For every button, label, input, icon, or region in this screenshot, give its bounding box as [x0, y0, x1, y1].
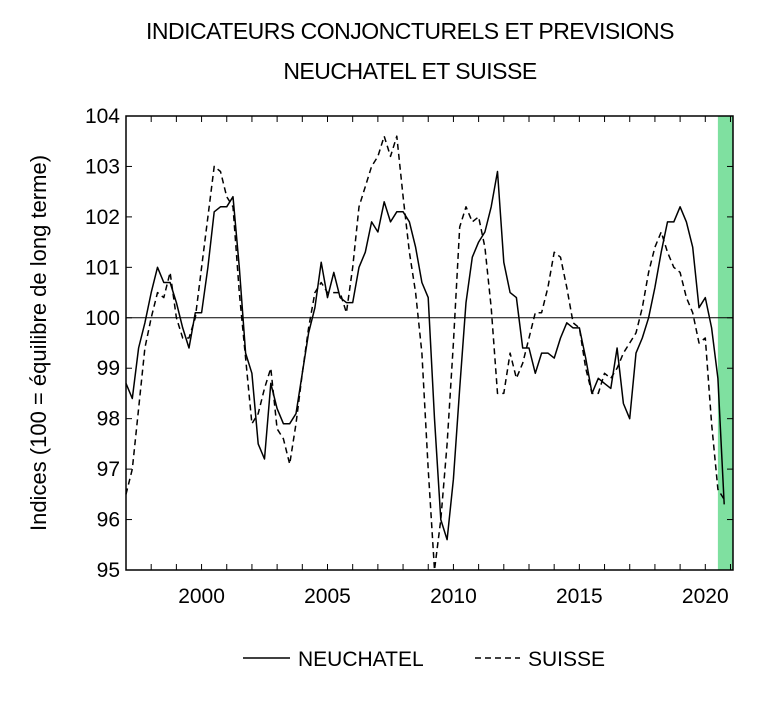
series-layer — [125, 135, 725, 571]
y-axis: 95 96 97 98 99 100 101 102 103 104 — [85, 105, 733, 582]
legend-label-suisse: SUISSE — [528, 648, 605, 671]
series-line-neuchatel — [125, 170, 725, 541]
y-tick-label: 97 — [97, 458, 120, 481]
y-tick-label: 95 — [97, 559, 120, 582]
plot-area-frame — [125, 115, 734, 571]
y-tick-label: 98 — [97, 408, 120, 431]
x-tick-label: 2020 — [682, 585, 729, 608]
y-axis-label: Indices (100 = équilibre de long terme) — [26, 155, 51, 531]
y-tick-label: 96 — [97, 509, 120, 532]
y-tick-label: 104 — [85, 105, 120, 128]
x-tick-label: 2005 — [304, 585, 351, 608]
y-tick-label: 100 — [85, 307, 120, 330]
chart-title: INDICATEURS CONJONCTURELS ET PREVISIONS — [146, 18, 674, 44]
x-tick-label: 2000 — [178, 585, 225, 608]
y-tick-label: 101 — [85, 256, 120, 279]
chart-subtitle: NEUCHATEL ET SUISSE — [283, 58, 537, 84]
legend: NEUCHATEL SUISSE — [243, 648, 605, 671]
forecast-band — [717, 116, 733, 570]
series-line-suisse — [125, 135, 725, 571]
x-tick-label: 2010 — [430, 585, 477, 608]
y-tick-label: 103 — [85, 155, 120, 178]
x-tick-label: 2015 — [556, 585, 603, 608]
x-axis: 2000 2005 2010 2015 2020 — [125, 116, 731, 608]
y-tick-label: 102 — [85, 206, 120, 229]
legend-label-neuchatel: NEUCHATEL — [298, 648, 424, 671]
y-tick-label: 99 — [97, 357, 120, 380]
